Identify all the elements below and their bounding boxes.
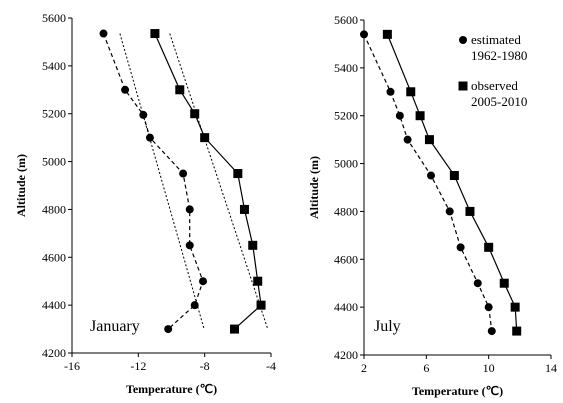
data-point-square	[484, 242, 494, 252]
y-tick-label: 5000	[334, 157, 358, 171]
data-point-circle	[456, 243, 465, 252]
y-tick-label: 4400	[334, 300, 358, 314]
panel-label: January	[90, 318, 140, 335]
y-axis-title: Altitude (m)	[14, 154, 28, 217]
data-point-circle	[145, 133, 154, 142]
data-point-circle	[185, 241, 194, 250]
panel-july: 4200 4400 4600 4800 5000 5200 5400 5600 2 6 10 14 Te…	[307, 13, 557, 398]
data-point-square	[449, 171, 459, 181]
x-axis-title: Temperature (℃)	[412, 384, 503, 398]
y-tick-label: 4200	[42, 346, 66, 360]
y-tick-label: 4800	[42, 202, 66, 216]
data-point-circle	[164, 325, 173, 334]
data-point-square	[200, 133, 210, 143]
x-tick-label: 10	[483, 361, 495, 375]
data-point-circle	[484, 303, 493, 312]
y-tick-label: 5600	[334, 13, 358, 27]
data-point-square	[239, 204, 249, 214]
data-point-square	[510, 302, 520, 312]
legend-label-line1: estimated	[471, 32, 521, 47]
data-point-square	[256, 300, 266, 310]
data-point-square	[512, 326, 522, 336]
x-tick-label: -12	[130, 359, 146, 373]
data-point-circle	[121, 85, 130, 94]
data-point-circle	[185, 205, 194, 214]
y-tick-label: 5000	[42, 155, 66, 169]
data-point-square	[415, 111, 425, 121]
panel-january: 4200 4400 4600 4800 5000 5200 5400 5600 -16 -12 -8…	[14, 11, 276, 396]
y-tick-label: 5200	[42, 107, 66, 121]
data-point-square	[465, 206, 475, 216]
data-point-circle	[487, 327, 496, 336]
x-tick-label: 14	[545, 361, 557, 375]
y-axis-title: Altitude (m)	[307, 156, 321, 219]
x-tick-label: -16	[64, 359, 80, 373]
data-point-square	[382, 29, 392, 39]
data-point-square	[499, 278, 509, 288]
data-point-circle	[427, 171, 436, 180]
data-point-circle	[139, 110, 148, 119]
legend-label-line2: 1962-1980	[471, 48, 527, 63]
legend-marker-square	[458, 81, 468, 91]
series-circles	[360, 30, 496, 336]
data-point-circle	[473, 279, 482, 288]
y-tick-label: 4200	[334, 348, 358, 362]
series-line	[363, 34, 493, 332]
data-point-circle	[403, 135, 412, 144]
y-tick-label: 5400	[334, 61, 358, 75]
data-point-circle	[360, 30, 368, 39]
data-point-square	[230, 324, 240, 334]
data-point-circle	[445, 207, 454, 216]
data-point-circle	[99, 29, 108, 38]
data-point-square	[406, 87, 416, 97]
series-line	[102, 33, 204, 330]
x-tick-label: 2	[361, 361, 367, 375]
data-point-square	[424, 135, 434, 145]
panel-label: July	[374, 318, 401, 335]
data-point-circle	[199, 277, 208, 286]
y-tick-label: 4800	[334, 204, 358, 218]
y-tick-label: 5600	[42, 11, 66, 25]
data-point-square	[233, 169, 243, 179]
y-tick-label: 4600	[42, 250, 66, 264]
data-point-square	[253, 276, 263, 286]
y-tick-label: 5400	[42, 59, 66, 73]
x-axis-title: Temperature (℃)	[126, 382, 217, 396]
y-tick-label: 4600	[334, 252, 358, 266]
data-point-square	[248, 240, 258, 250]
x-tick-label: -4	[266, 359, 276, 373]
x-tick-label: -8	[200, 359, 210, 373]
data-point-circle	[179, 169, 188, 178]
data-point-circle	[395, 111, 404, 120]
series-line	[154, 33, 262, 330]
series-squares	[150, 29, 269, 334]
y-tick-label: 5200	[334, 109, 358, 123]
data-point-circle	[386, 87, 395, 96]
legend-label-line2: 2005-2010	[471, 94, 527, 109]
x-tick-label: 6	[423, 361, 429, 375]
series-fit-line	[119, 33, 205, 330]
data-point-circle	[190, 301, 199, 310]
series-circles	[99, 29, 208, 334]
legend-marker-circle	[459, 36, 467, 44]
y-tick-label: 4400	[42, 298, 66, 312]
data-point-square	[150, 29, 160, 39]
series-line	[386, 34, 518, 332]
data-point-square	[175, 85, 185, 95]
legend-label-line1: observed	[471, 78, 518, 93]
series-squares	[382, 29, 522, 336]
data-point-square	[190, 109, 200, 119]
